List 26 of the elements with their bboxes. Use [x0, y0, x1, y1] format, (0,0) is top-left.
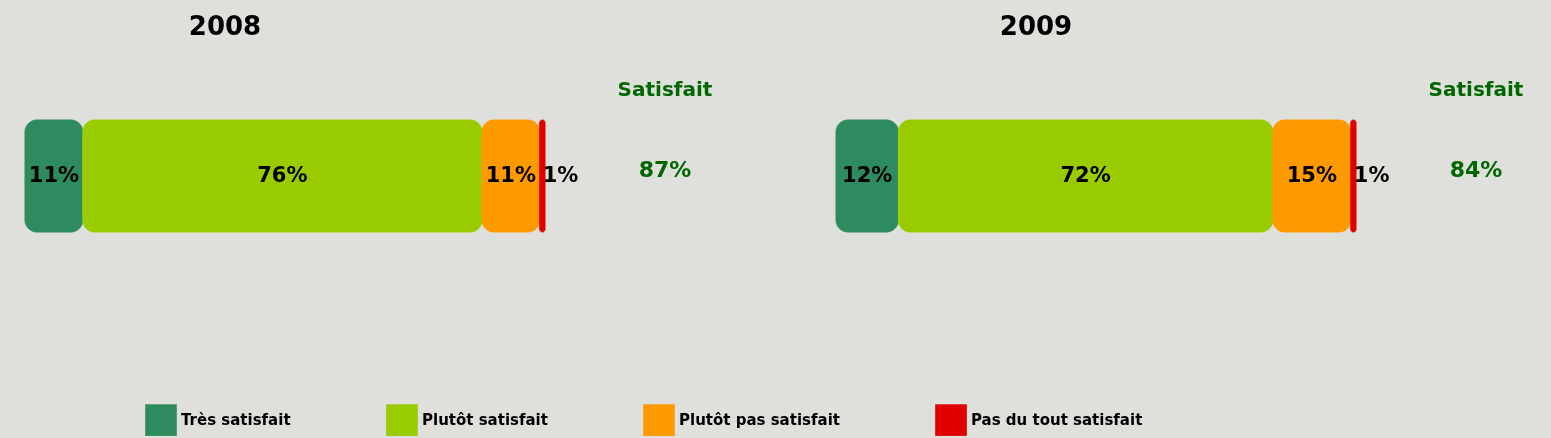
bar [539, 119, 546, 233]
bar [897, 119, 1274, 233]
data-label: 1% [542, 163, 579, 187]
data-label: 11% [485, 163, 536, 187]
text: Satisfait [617, 77, 713, 101]
bar [1272, 119, 1352, 233]
data-label: 15% [1286, 163, 1337, 187]
bar [481, 119, 541, 233]
chart-title: 2009 [999, 11, 1073, 41]
text: 84% [1449, 157, 1503, 182]
legend-label: Très satisfait [181, 411, 291, 430]
data-label: 11% [28, 163, 80, 187]
bar [835, 119, 899, 233]
text: Satisfait [1428, 77, 1524, 101]
chart-title: 2008 [188, 11, 262, 41]
data-label: 1% [1353, 163, 1390, 187]
legend-label: Pas du tout satisfait [971, 411, 1143, 430]
legend-label: Plutôt pas satisfait [679, 411, 840, 430]
data-label: 72% [1060, 163, 1111, 187]
legend-label: Plutôt satisfait [422, 411, 548, 430]
data-label: 76% [257, 163, 308, 187]
bar [82, 119, 483, 233]
text: 87% [638, 157, 692, 182]
bar [1350, 119, 1357, 233]
data-label: 12% [842, 163, 893, 187]
bar [24, 119, 84, 233]
